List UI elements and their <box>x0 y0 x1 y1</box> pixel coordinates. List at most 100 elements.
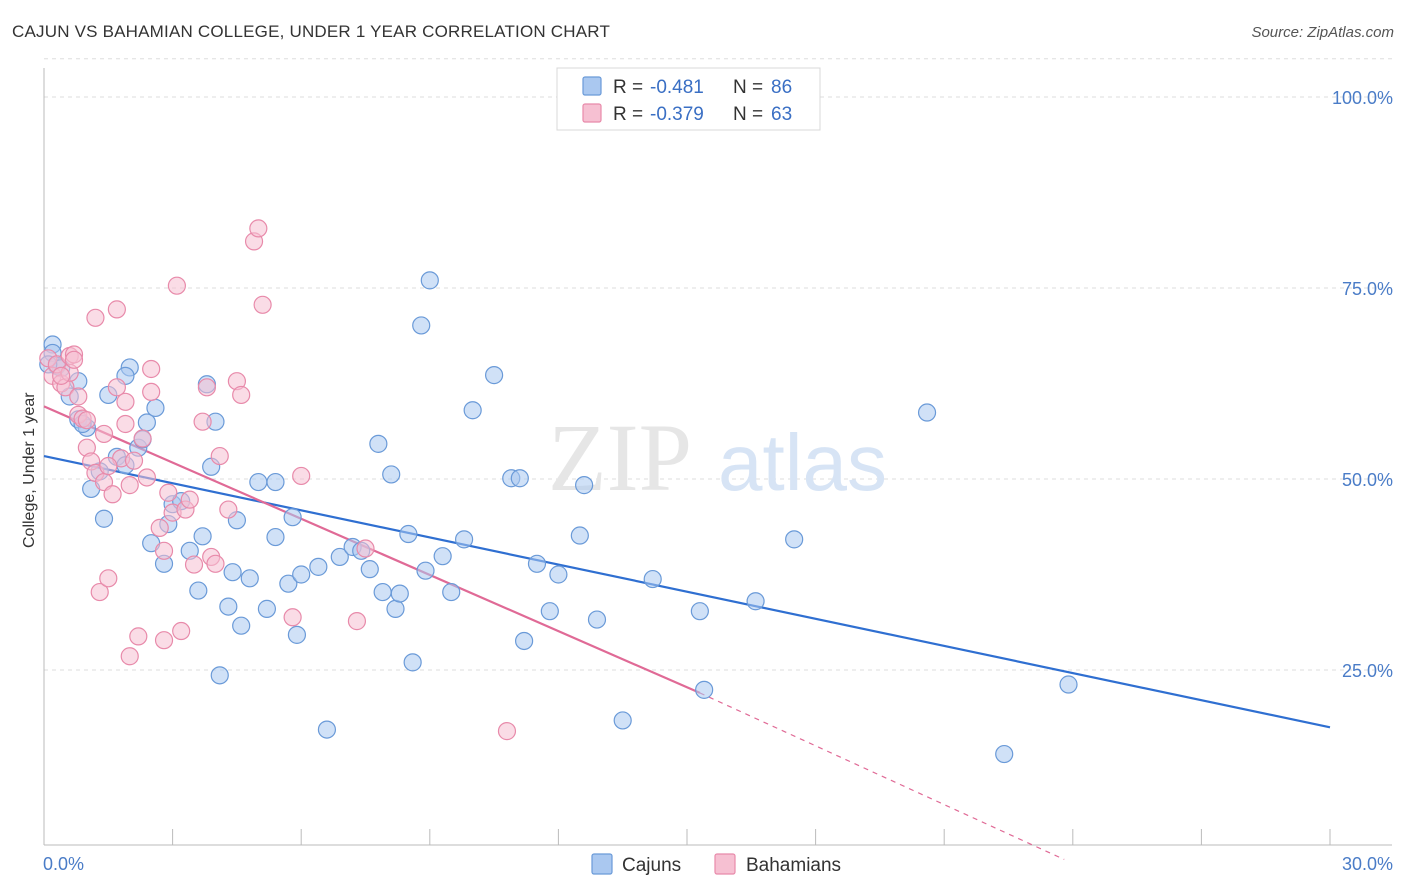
bahamian-point <box>86 308 105 327</box>
series-legend-label-bahamians: Bahamians <box>746 855 841 876</box>
bahamian-point <box>210 446 229 466</box>
cajun-point <box>416 561 435 580</box>
cajun-point <box>549 565 568 584</box>
cajun-point <box>249 472 268 492</box>
bahamian-point <box>167 276 186 295</box>
cajun-point <box>373 582 392 602</box>
correlation-legend: R = -0.481 N = 86 R = -0.379 N = 63 <box>556 67 821 131</box>
bahamian-point <box>137 468 156 487</box>
cajun-point <box>643 569 662 589</box>
cajun-point <box>390 584 409 603</box>
y-tick-label: 75.0% <box>1342 279 1393 299</box>
bahamian-point <box>219 500 238 519</box>
cajun-point <box>283 508 302 527</box>
chart-title: CAJUN VS BAHAMIAN COLLEGE, UNDER 1 YEAR … <box>12 22 611 41</box>
cajun-trend-line <box>43 455 1331 729</box>
cajun-point <box>219 597 238 616</box>
cajun-point <box>382 465 401 484</box>
bahamian-point <box>142 382 161 402</box>
series-legend-swatch-bahamians <box>714 853 736 875</box>
cajun-point <box>540 602 559 621</box>
series-legend-label-cajuns: Cajuns <box>622 855 681 876</box>
watermark: ZIP atlas <box>548 404 887 511</box>
cajun-point <box>587 610 607 629</box>
bahamian-point <box>77 411 96 430</box>
cajun-point <box>399 524 418 544</box>
bahamian-point <box>154 631 174 650</box>
bahamian-point <box>90 582 109 602</box>
x-tick-label: 0.0% <box>43 854 84 874</box>
cajun-point <box>189 581 208 600</box>
bahamian-point <box>120 476 139 495</box>
cajun-point <box>223 563 242 582</box>
legend-r-value: -0.379 <box>650 104 704 125</box>
legend-r-label: R = <box>613 104 643 125</box>
cajun-point <box>193 527 212 546</box>
series-legend: Cajuns Bahamians <box>591 853 841 876</box>
bahamian-point <box>99 456 118 476</box>
bahamian-point <box>124 451 144 470</box>
legend-n-value: 86 <box>771 77 792 98</box>
bahamian-point <box>249 219 268 238</box>
cajun-point <box>570 526 589 545</box>
cajun-point <box>360 560 379 579</box>
source-credit: Source: ZipAtlas.com <box>1251 24 1394 41</box>
cajun-point <box>917 403 937 422</box>
bahamian-point <box>206 554 225 573</box>
cajun-point <box>240 569 259 588</box>
cajun-point <box>412 316 431 335</box>
cajun-point <box>266 472 285 492</box>
tick-labels: 25.0% 50.0% 75.0% 100.0% 0.0% 30.0% <box>43 88 1393 874</box>
bahamian-point <box>159 483 178 502</box>
cajun-point <box>210 666 229 685</box>
bahamian-point <box>150 518 169 537</box>
cajun-point <box>690 602 709 621</box>
cajun-point <box>146 398 165 418</box>
cajun-point <box>330 547 349 567</box>
bahamian-point <box>197 378 216 397</box>
legend-n-label: N = <box>733 77 763 98</box>
bahamian-point <box>172 621 191 641</box>
cajun-point <box>403 653 422 672</box>
cajun-point <box>442 582 461 602</box>
cajun-point <box>785 530 804 549</box>
legend-swatch-bahamians <box>582 103 602 123</box>
bahamian-point <box>116 414 135 434</box>
bahamian-point <box>283 608 302 627</box>
cajun-point <box>420 271 439 290</box>
cajun-point <box>279 574 298 593</box>
bahamian-point <box>133 429 152 448</box>
bahamian-point <box>99 569 118 588</box>
watermark-atlas: atlas <box>718 418 887 507</box>
cajun-point <box>995 744 1014 764</box>
bahamian-point <box>52 366 71 385</box>
legend-r-value: -0.481 <box>650 77 704 98</box>
cajun-point <box>613 711 632 730</box>
bahamian-point <box>347 612 367 631</box>
cajun-point <box>575 476 594 495</box>
bahamian-point <box>142 359 161 379</box>
bahamian-point <box>107 378 126 397</box>
bahamian-point <box>64 350 84 369</box>
bahamian-point <box>356 539 375 558</box>
cajun-point <box>454 530 474 549</box>
data-points <box>39 219 1078 764</box>
legend-n-label: N = <box>733 104 763 125</box>
legend-swatch-cajuns <box>582 76 602 96</box>
bahamian-point <box>94 424 114 444</box>
series-legend-swatch-cajuns <box>591 853 613 875</box>
legend-n-value: 63 <box>771 104 792 125</box>
bahamian-point <box>107 300 126 319</box>
x-tick-label: 30.0% <box>1342 854 1393 874</box>
cajun-point <box>463 401 482 420</box>
cajun-point <box>433 547 452 566</box>
cajun-point <box>510 469 529 488</box>
watermark-zip: ZIP <box>548 404 692 511</box>
y-tick-label: 100.0% <box>1332 88 1393 108</box>
cajun-point <box>527 554 547 573</box>
bahamian-point <box>292 466 311 486</box>
bahamian-trend-extension <box>699 692 1065 861</box>
bahamian-point <box>69 387 88 406</box>
cajun-point <box>485 365 504 385</box>
